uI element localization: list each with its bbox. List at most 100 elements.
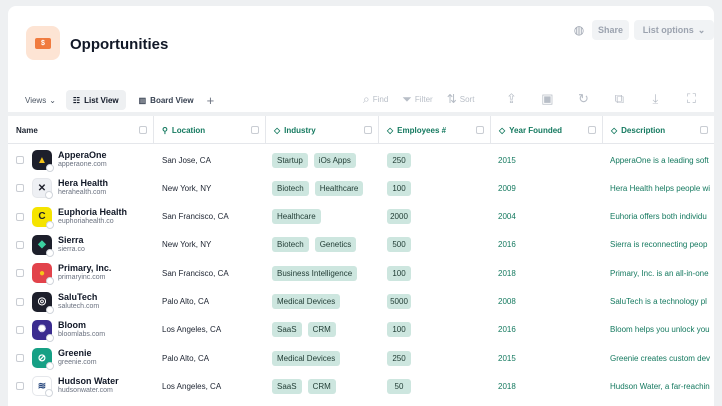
column-header-industry[interactable]: ◇ Industry [266,116,379,144]
company-name[interactable]: Euphoria Health [58,206,128,217]
industry-cell[interactable]: Healthcare [272,203,379,231]
refresh-icon[interactable]: ↻ [577,91,589,106]
description-cell[interactable]: Euhoria offers both individu [610,203,714,231]
year-founded-cell[interactable]: 2015 [498,146,603,174]
row-checkbox[interactable] [16,297,24,306]
column-header-employees[interactable]: ◇ Employees # [379,116,491,144]
views-dropdown[interactable]: Views ⌄ [25,96,56,105]
description-cell[interactable]: Primary, Inc. is an all-in-one [610,259,714,287]
table-row[interactable]: ≋ Hudson Water hudsonwater.com Los Angel… [8,372,714,400]
company-url[interactable]: apperaone.com [58,161,107,168]
row-checkbox[interactable] [16,240,24,249]
industry-cell[interactable]: SaaS CRM [272,316,379,344]
share-button[interactable]: Share [592,20,629,40]
year-founded-cell[interactable]: 2016 [498,231,603,259]
location-cell[interactable]: San Francisco, CA [162,203,266,231]
company-name[interactable]: Primary, Inc. [58,263,112,274]
column-header-year-founded[interactable]: ◇ Year Founded [491,116,603,144]
description-cell[interactable]: Hera Health helps people wi [610,174,714,202]
table-row[interactable]: C Euphoria Health euphoriahealth.co San … [8,203,714,231]
location-cell[interactable]: Los Angeles, CA [162,372,266,400]
description-cell[interactable]: Hudson Water, a far-reachin [610,372,714,400]
employees-cell[interactable]: 5000 [387,288,491,316]
company-name[interactable]: ApperaOne [58,150,107,160]
location-cell[interactable]: San Francisco, CA [162,259,266,287]
company-url[interactable]: salutech.com [58,302,100,310]
table-row[interactable]: ⊘ Greenie greenie.com Palo Alto, CA Medi… [8,344,714,372]
industry-cell[interactable]: SaaS CRM [272,372,379,400]
company-name[interactable]: Greenie [58,348,92,359]
add-view-button[interactable]: + [206,92,215,108]
year-founded-cell[interactable]: 2016 [498,316,603,344]
globe-icon[interactable]: ◍ [573,23,585,37]
description-cell[interactable]: ApperaOne is a leading soft [610,146,714,174]
description-cell[interactable]: Sierra is reconnecting peop [610,231,714,259]
location-cell[interactable]: Palo Alto, CA [162,288,266,316]
company-name[interactable]: Hudson Water [58,376,119,387]
industry-cell[interactable]: Business Intelligence [272,259,379,287]
industry-cell[interactable]: Medical Devices [272,288,379,316]
company-url[interactable]: hudsonwater.com [58,387,113,395]
table-row[interactable]: ✕ Hera Health herahealth.com New York, N… [8,174,714,202]
company-name[interactable]: Sierra [58,234,84,245]
employees-cell[interactable]: 2000 [387,203,491,231]
location-cell[interactable]: New York, NY [162,174,266,202]
save-icon[interactable]: ▣ [541,91,554,106]
filter-button[interactable]: ⏷ Filter [402,92,432,107]
year-founded-cell[interactable]: 2004 [498,203,603,231]
company-url[interactable]: herahealth.com [58,189,107,197]
company-url[interactable]: euphoriahealth.co [58,217,114,225]
description-cell[interactable]: Bloom helps you unlock you [610,316,714,344]
employees-cell[interactable]: 250 [387,344,491,372]
download-icon[interactable]: ⤓ [652,91,659,106]
expand-icon[interactable]: ⛶ [686,91,696,106]
row-checkbox[interactable] [16,354,24,363]
export-icon[interactable]: ⇪ [505,91,517,106]
industry-cell[interactable]: Biotech Genetics [272,231,379,259]
find-button[interactable]: ⌕ Find [363,92,388,107]
column-header-description[interactable]: ◇ Description [603,116,714,144]
location-cell[interactable]: San Jose, CA [162,146,266,174]
employees-cell[interactable]: 50 [387,372,491,400]
row-checkbox[interactable] [16,156,24,164]
industry-cell[interactable]: Medical Devices [272,344,379,372]
row-checkbox[interactable] [16,212,24,221]
column-header-location[interactable]: ⚲ Location [154,116,266,144]
industry-cell[interactable]: Biotech Healthcare [272,174,379,202]
employees-cell[interactable]: 100 [387,174,491,202]
industry-cell[interactable]: Startup iOs Apps [272,146,379,174]
year-founded-cell[interactable]: 2015 [498,344,603,372]
column-menu-icon[interactable] [364,126,372,134]
row-checkbox[interactable] [16,269,24,278]
company-url[interactable]: greenie.com [58,359,97,367]
table-row[interactable]: ◆ Sierra sierra.co New York, NY Biotech G… [8,231,714,259]
company-url[interactable]: sierra.co [58,245,85,253]
year-founded-cell[interactable]: 2009 [498,174,603,202]
company-name[interactable]: SaluTech [58,291,98,302]
column-menu-icon[interactable] [476,126,484,134]
tab-board-view[interactable]: ▥ Board View [132,90,201,110]
table-row[interactable]: ✺ Bloom bloomlabs.com Los Angeles, CA Sa… [8,316,714,344]
list-options-button[interactable]: List options ⌄ [634,20,714,40]
column-menu-icon[interactable] [588,126,596,134]
column-menu-icon[interactable] [251,126,259,134]
location-cell[interactable]: New York, NY [162,231,266,259]
tab-list-view[interactable]: ☷ List View [65,90,126,110]
table-row[interactable]: ▲ ApperaOne apperaone.com San Jose, CA S… [8,146,714,174]
description-cell[interactable]: Greenie creates custom dev [610,344,714,372]
table-row[interactable]: ● Primary, Inc. primaryinc.com San Franc… [8,259,714,287]
location-cell[interactable]: Los Angeles, CA [162,316,266,344]
employees-cell[interactable]: 100 [387,259,491,287]
company-url[interactable]: bloomlabs.com [58,330,106,338]
row-checkbox[interactable] [16,382,24,391]
year-founded-cell[interactable]: 2018 [498,372,603,400]
table-row[interactable]: ◎ SaluTech salutech.com Palo Alto, CA Me… [8,288,714,316]
column-header-name[interactable]: Name [8,116,154,144]
row-checkbox[interactable] [16,184,24,193]
column-menu-icon[interactable] [700,126,708,134]
employees-cell[interactable]: 250 [387,146,491,174]
layout-icon[interactable]: ⧉ [614,91,625,106]
employees-cell[interactable]: 100 [387,316,491,344]
company-name[interactable]: Bloom [58,319,86,330]
year-founded-cell[interactable]: 2018 [498,259,603,287]
